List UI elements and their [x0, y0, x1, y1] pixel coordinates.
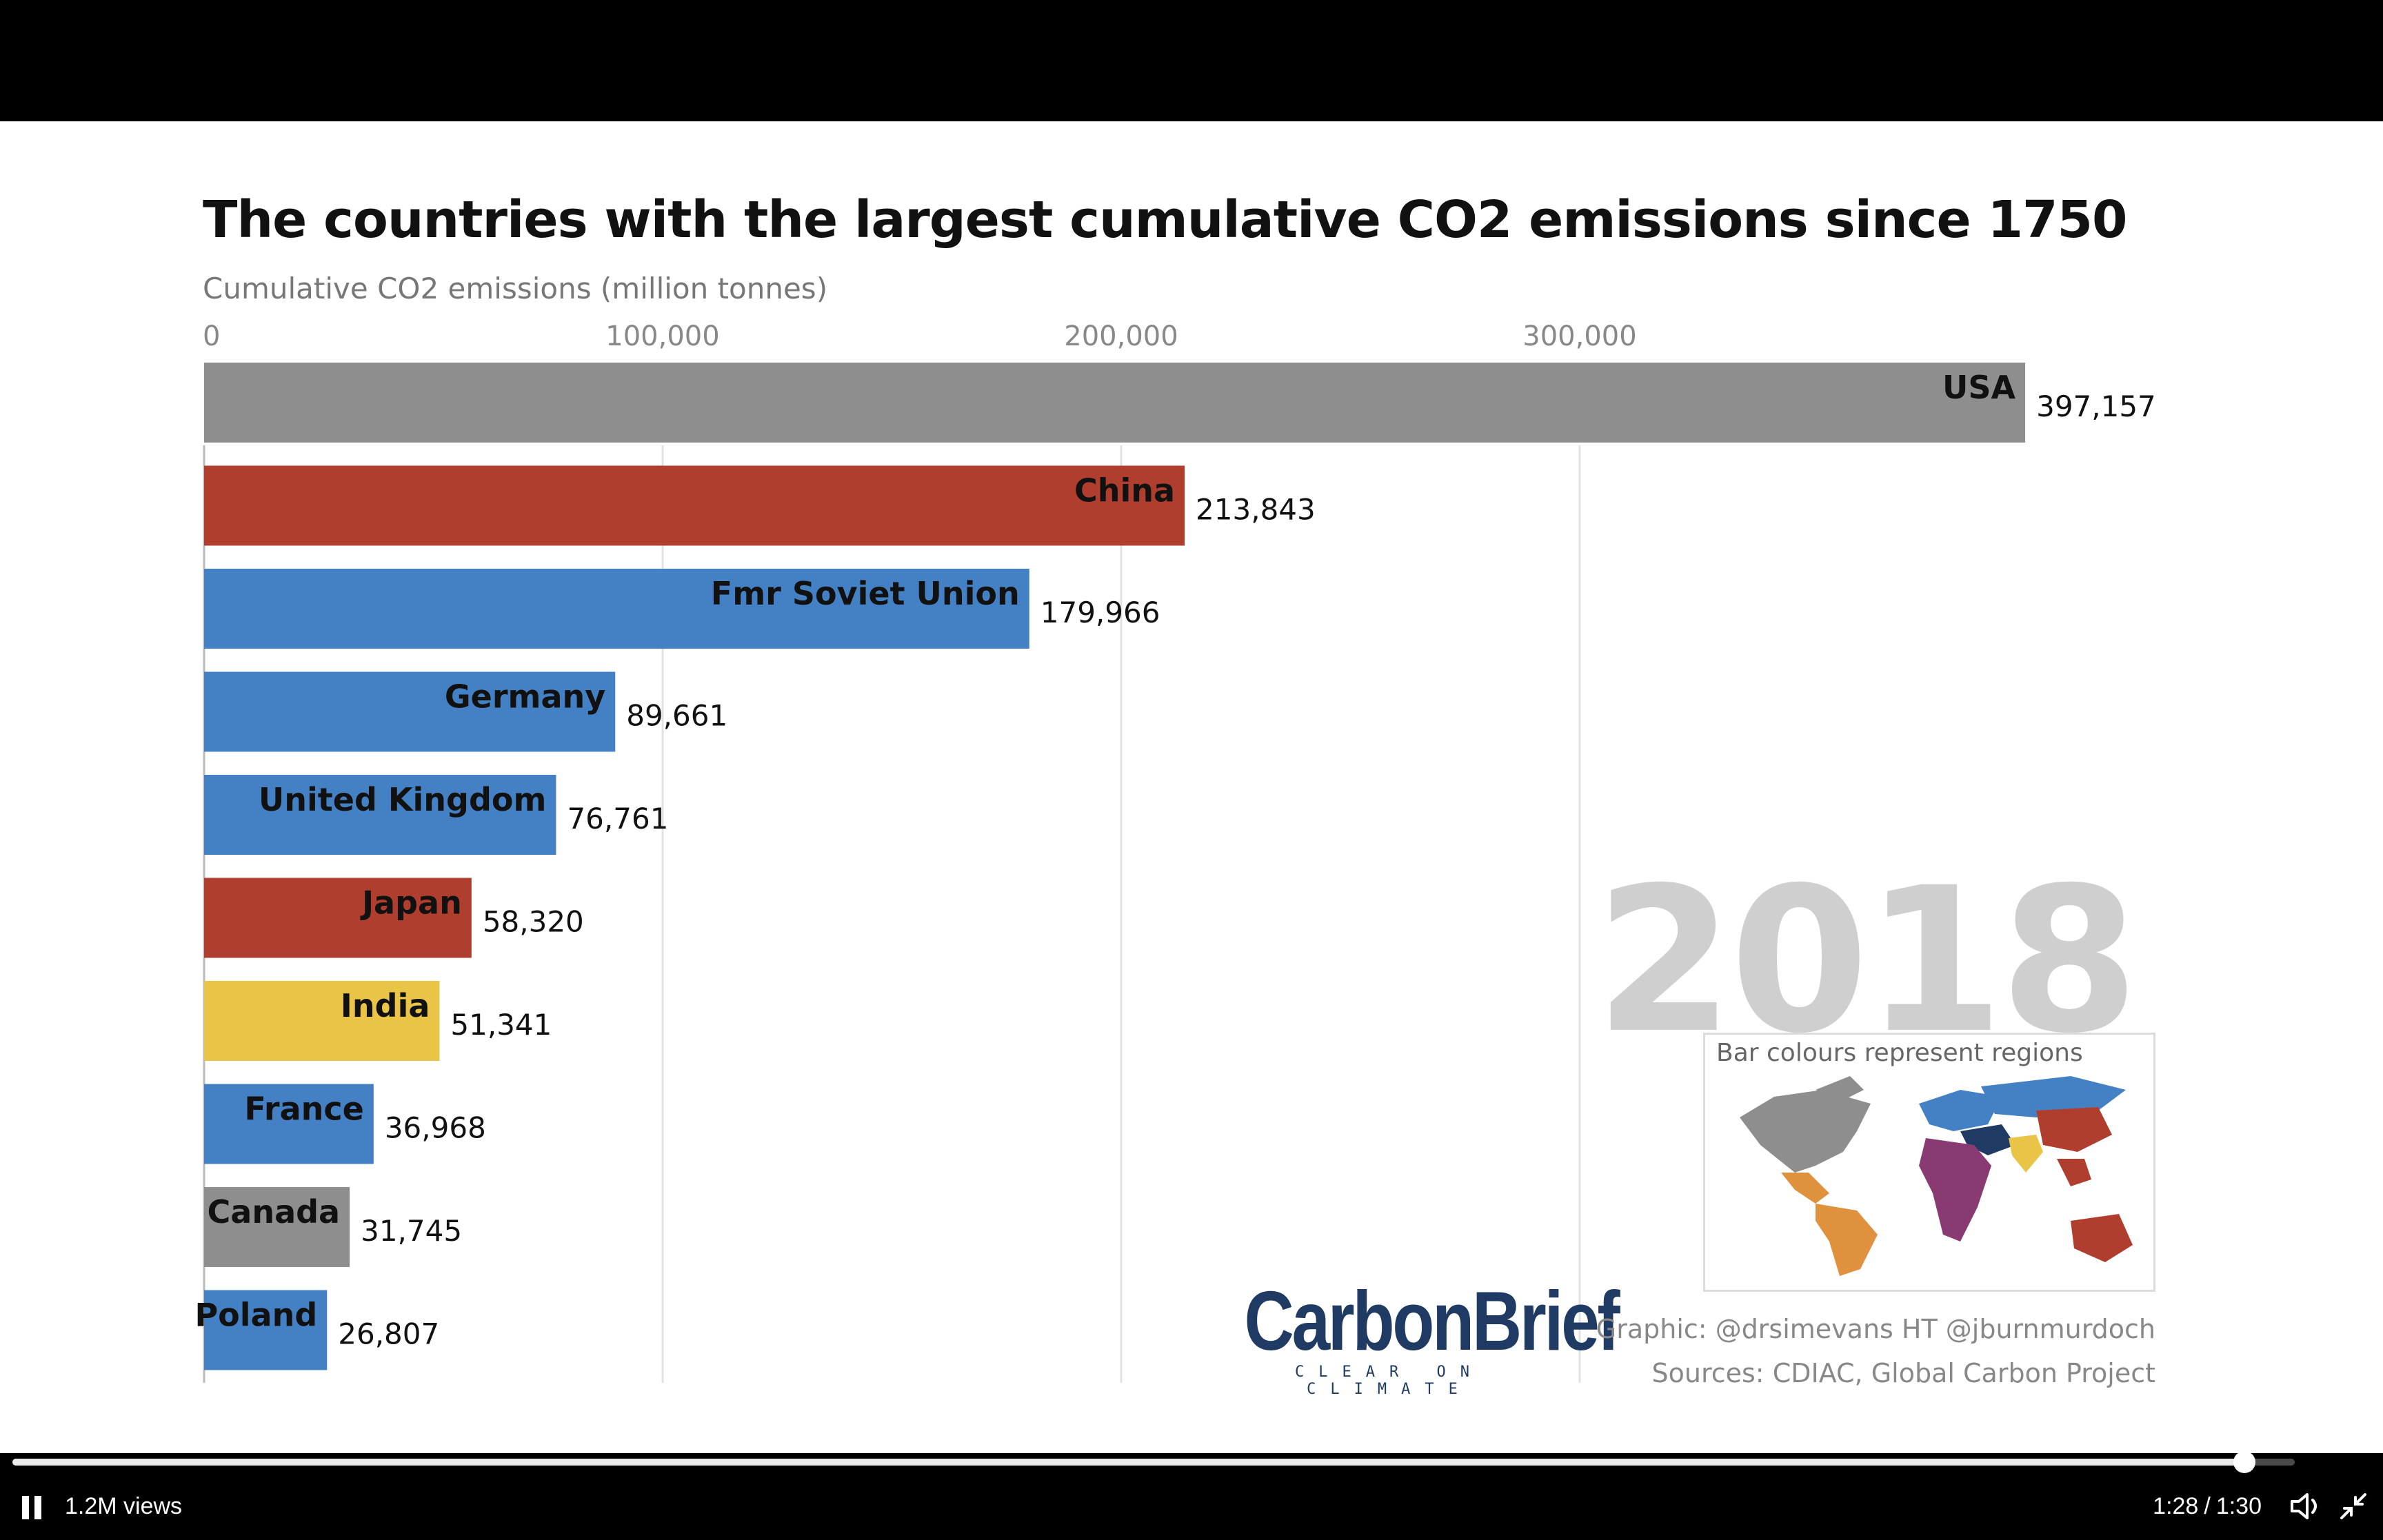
logo-tagline: CLEAR ON CLIMATE	[1295, 1364, 1484, 1398]
x-tick-label: 0	[203, 321, 220, 352]
pause-icon	[22, 1496, 29, 1519]
chart-title: The countries with the largest cumulativ…	[203, 190, 2127, 250]
bar-category-label: Poland	[194, 1297, 317, 1334]
bar-category-label: China	[1074, 472, 1175, 509]
bar	[204, 569, 1029, 649]
credit-graphic: Graphic: @drsimevans HT @jburnmurdoch	[1596, 1314, 2155, 1344]
speaker-icon	[2291, 1493, 2317, 1519]
bar-value-label: 31,745	[361, 1214, 462, 1248]
bar-category-label: Canada	[208, 1193, 341, 1230]
pause-icon-bar	[34, 1496, 41, 1519]
bar-value-label: 397,157	[2036, 389, 2156, 423]
bar-value-label: 89,661	[626, 699, 727, 733]
bar	[204, 1290, 328, 1370]
bar-category-label: Germany	[445, 678, 605, 716]
x-tick-label: 100,000	[605, 321, 719, 352]
carbonbrief-logo: CarbonBrief CLEAR ON CLIMATE	[1203, 1279, 1620, 1398]
video-letterbox-top	[0, 0, 2383, 121]
bar-category-label: USA	[1942, 369, 2015, 406]
bar-value-label: 26,807	[338, 1317, 439, 1351]
bar-category-label: France	[244, 1091, 363, 1128]
logo-wordmark: CarbonBrief	[1244, 1274, 1620, 1368]
bar-chart: 0 100,000 200,000 300,000 USA 397,157 China 213…	[194, 321, 2156, 1383]
bar	[204, 465, 1185, 546]
bar-value-label: 51,341	[450, 1008, 552, 1042]
bar-value-label: 36,968	[385, 1111, 486, 1145]
bar	[204, 671, 616, 752]
credit-sources: Sources: CDIAC, Global Carbon Project	[1651, 1358, 2156, 1388]
bar	[204, 363, 2026, 443]
bar-value-label: 58,320	[483, 905, 584, 939]
duration: 1:30	[2215, 1493, 2262, 1519]
world-map-icon	[1740, 1076, 2133, 1276]
progress-bar[interactable]	[12, 1451, 2295, 1473]
x-tick-label: 200,000	[1064, 321, 1178, 352]
bar	[204, 981, 440, 1061]
credits: Graphic: @drsimevans HT @jburnmurdoch So…	[1596, 1307, 2155, 1395]
exit-fullscreen-button[interactable]	[2335, 1488, 2372, 1525]
bar	[204, 1084, 374, 1164]
video-frame[interactable]: The countries with the largest cumulativ…	[0, 121, 2383, 1453]
bar	[204, 775, 556, 855]
bar-value-label: 179,966	[1040, 596, 1160, 629]
x-tick-label: 300,000	[1522, 321, 1636, 352]
bar-value-label: 213,843	[1196, 493, 1316, 527]
time-display: 1:28/1:30	[2153, 1493, 2262, 1519]
bar-category-label: India	[341, 987, 430, 1024]
bar-value-label: 76,761	[567, 802, 668, 835]
video-controls: 1.2M views 1:28/1:30	[0, 1451, 2383, 1540]
bar	[204, 878, 472, 958]
view-count: 1.2M views	[65, 1493, 183, 1519]
region-legend-map: Bar colours represent regions	[1703, 1033, 2155, 1292]
progress-scrubber[interactable]	[2233, 1451, 2256, 1473]
x-axis-label: Cumulative CO2 emissions (million tonnes…	[203, 272, 828, 305]
bar-category-label: Fmr Soviet Union	[711, 575, 1020, 612]
bar	[204, 1187, 350, 1267]
current-time: 1:28	[2153, 1493, 2199, 1519]
bar-category-label: Japan	[360, 884, 462, 922]
bar-category-label: United Kingdom	[259, 781, 547, 818]
volume-button[interactable]	[2286, 1488, 2324, 1525]
collapse-icon	[2340, 1493, 2366, 1519]
pause-button[interactable]	[17, 1490, 52, 1525]
progress-played	[12, 1459, 2245, 1466]
map-caption: Bar colours represent regions	[1716, 1039, 2083, 1067]
